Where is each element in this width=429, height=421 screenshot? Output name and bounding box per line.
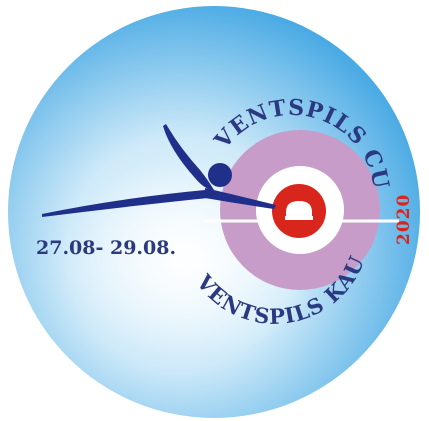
curler-silhouette-icon <box>42 124 276 217</box>
curling-stone-icon <box>272 184 326 238</box>
year-label: 2020 <box>394 194 414 245</box>
event-dates: 27.08- 29.08. <box>36 237 176 259</box>
house-outer-ring <box>220 130 380 290</box>
